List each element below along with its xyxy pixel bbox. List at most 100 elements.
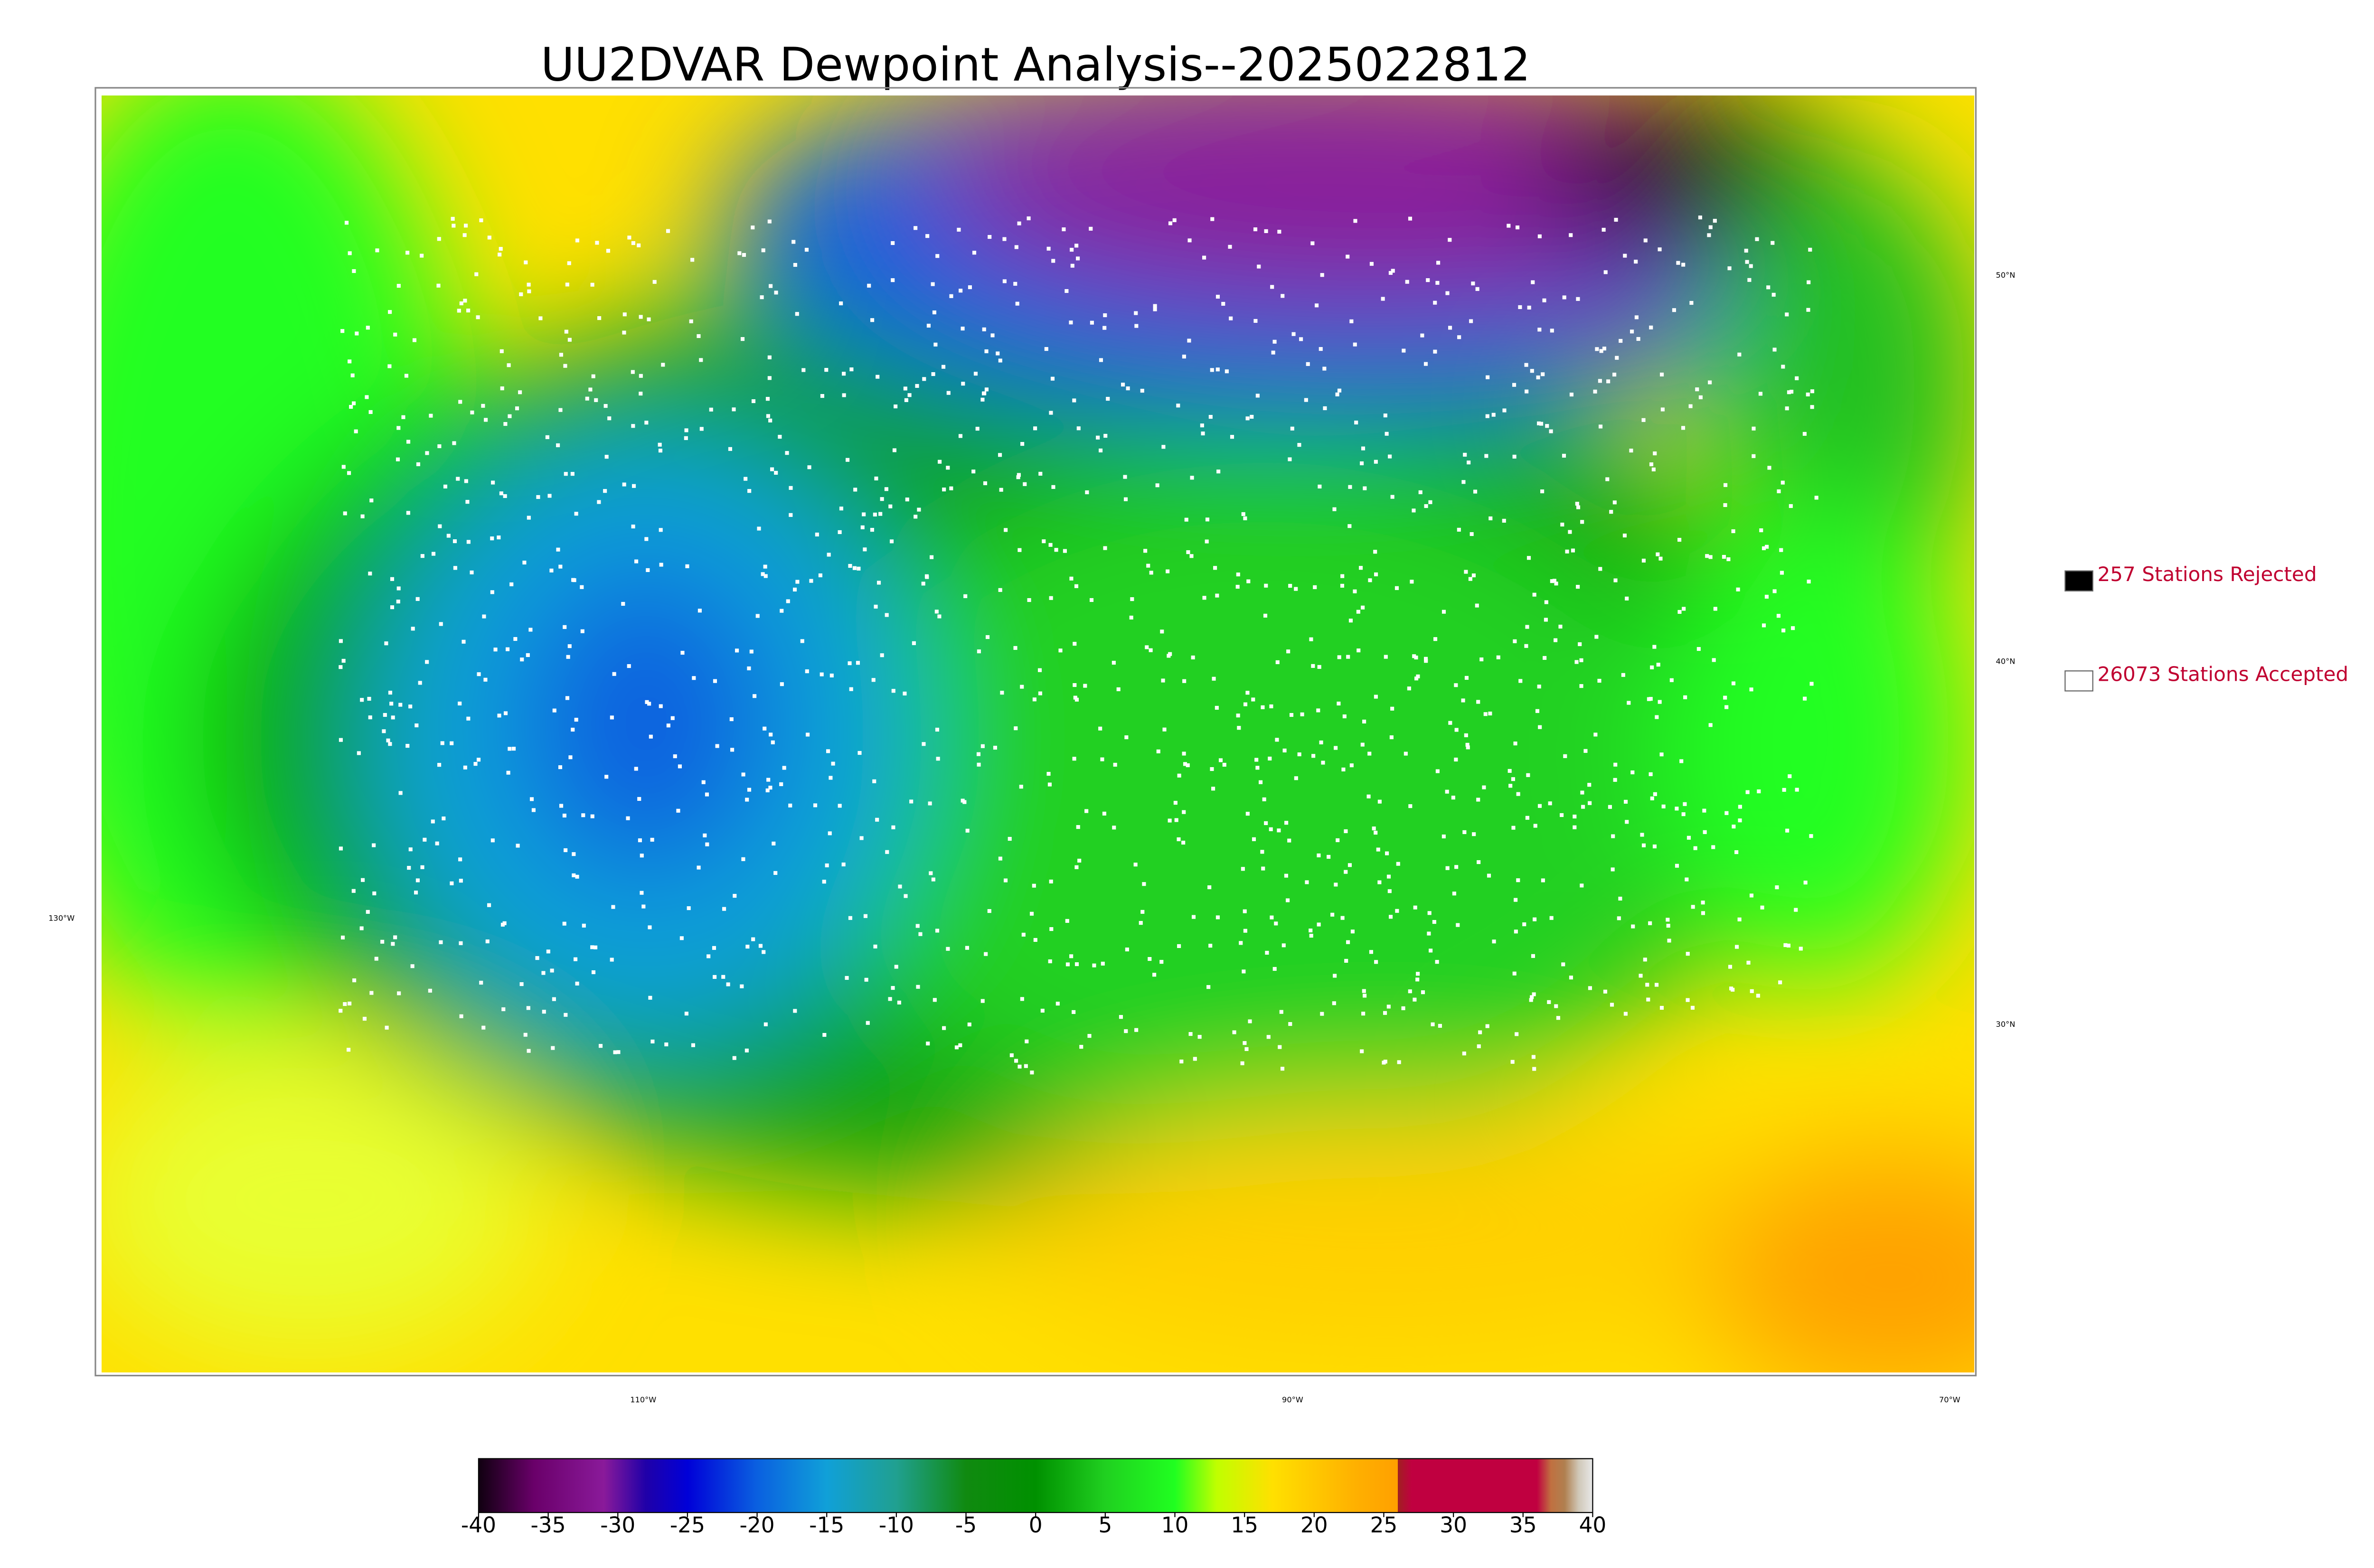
station-dot xyxy=(1418,490,1423,494)
station-dot xyxy=(1280,1067,1285,1071)
station-dot xyxy=(1072,757,1076,761)
station-dot xyxy=(1201,432,1205,436)
station-dot xyxy=(1794,908,1798,912)
station-dot xyxy=(1040,1008,1045,1013)
station-dot xyxy=(1049,411,1053,415)
station-dot xyxy=(401,415,405,419)
station-dot xyxy=(1451,796,1455,800)
station-dot xyxy=(1488,711,1492,716)
station-dot xyxy=(581,813,585,817)
station-dot xyxy=(891,689,895,693)
station-dot xyxy=(972,251,977,255)
station-dot xyxy=(765,397,770,401)
station-dot xyxy=(1658,247,1662,252)
station-dot xyxy=(1806,308,1810,312)
legend: 257 Stations Rejected 26073 Stations Acce… xyxy=(2064,563,2348,692)
station-dot xyxy=(414,891,418,895)
station-dot xyxy=(490,590,494,594)
station-dot xyxy=(848,916,852,920)
station-dot xyxy=(418,681,422,685)
station-dot xyxy=(1102,326,1107,330)
station-dot xyxy=(1734,850,1739,854)
station-dot xyxy=(666,723,670,728)
station-dot xyxy=(612,672,616,676)
station-dot xyxy=(368,572,372,576)
station-dot xyxy=(1252,837,1256,841)
station-dot xyxy=(1464,733,1468,737)
station-dot xyxy=(565,282,569,287)
station-dot xyxy=(1594,635,1599,639)
colorbar-tick-label: -15 xyxy=(809,1512,844,1538)
station-dot xyxy=(1462,1052,1466,1056)
station-dot xyxy=(408,704,413,709)
station-dot xyxy=(428,988,432,993)
station-dot xyxy=(740,337,745,341)
station-dot xyxy=(559,804,564,808)
station-dot xyxy=(769,732,773,737)
station-dot xyxy=(1531,280,1535,284)
station-dot xyxy=(751,399,756,404)
station-dot xyxy=(1033,938,1037,942)
station-dot xyxy=(1454,865,1459,869)
station-dot xyxy=(466,540,471,544)
station-dot xyxy=(479,218,483,223)
station-dot xyxy=(826,749,830,753)
station-dot xyxy=(973,372,978,376)
colorbar-tick-label: -5 xyxy=(955,1512,977,1538)
station-dot xyxy=(1688,404,1693,408)
station-dot xyxy=(1621,673,1625,677)
station-dot xyxy=(1102,811,1106,816)
station-dot xyxy=(1766,285,1771,290)
station-dot xyxy=(1313,585,1317,589)
station-dot xyxy=(1512,971,1517,976)
station-dot xyxy=(1515,225,1520,230)
station-dot xyxy=(359,926,364,930)
station-dot xyxy=(355,331,359,336)
station-dot xyxy=(597,316,602,320)
station-dot xyxy=(405,744,410,748)
station-dot xyxy=(491,480,495,485)
station-dot xyxy=(1211,787,1215,791)
station-dot xyxy=(1140,910,1145,914)
station-dot xyxy=(745,798,749,802)
station-dot xyxy=(1197,1035,1202,1039)
station-dot xyxy=(1807,579,1811,584)
station-dot xyxy=(1711,845,1715,849)
station-dot xyxy=(1433,349,1437,354)
station-dot xyxy=(1516,878,1520,883)
station-dot xyxy=(1541,372,1545,376)
station-dot xyxy=(732,407,736,412)
station-dot xyxy=(666,229,670,233)
station-dot xyxy=(949,294,953,298)
station-dot xyxy=(556,443,560,448)
station-dot xyxy=(792,587,797,592)
station-dot xyxy=(1414,676,1419,681)
station-dot xyxy=(1476,700,1480,704)
station-dot xyxy=(779,782,783,786)
station-dot xyxy=(1148,957,1152,961)
station-dot xyxy=(1486,375,1490,379)
station-dot xyxy=(1314,303,1319,308)
station-dot xyxy=(880,497,884,501)
station-dot xyxy=(1508,784,1513,788)
station-dot xyxy=(1317,853,1321,857)
station-dot xyxy=(1775,885,1779,890)
station-dot xyxy=(1785,406,1789,411)
station-dot xyxy=(885,613,889,617)
station-dot xyxy=(1445,789,1449,794)
station-dot xyxy=(988,235,992,239)
station-dot xyxy=(1253,319,1258,323)
station-dot xyxy=(1537,234,1542,238)
station-dot xyxy=(567,644,572,648)
station-dot xyxy=(914,515,918,519)
station-dot xyxy=(742,253,746,257)
station-dot xyxy=(1652,645,1657,649)
station-dot xyxy=(1765,545,1769,549)
station-dot xyxy=(1124,1029,1128,1033)
station-dot xyxy=(1708,225,1713,229)
station-dot xyxy=(1264,229,1268,233)
station-dot xyxy=(1507,769,1512,773)
station-dot xyxy=(479,980,483,985)
station-dot xyxy=(1058,648,1063,653)
station-dot xyxy=(1420,333,1424,338)
